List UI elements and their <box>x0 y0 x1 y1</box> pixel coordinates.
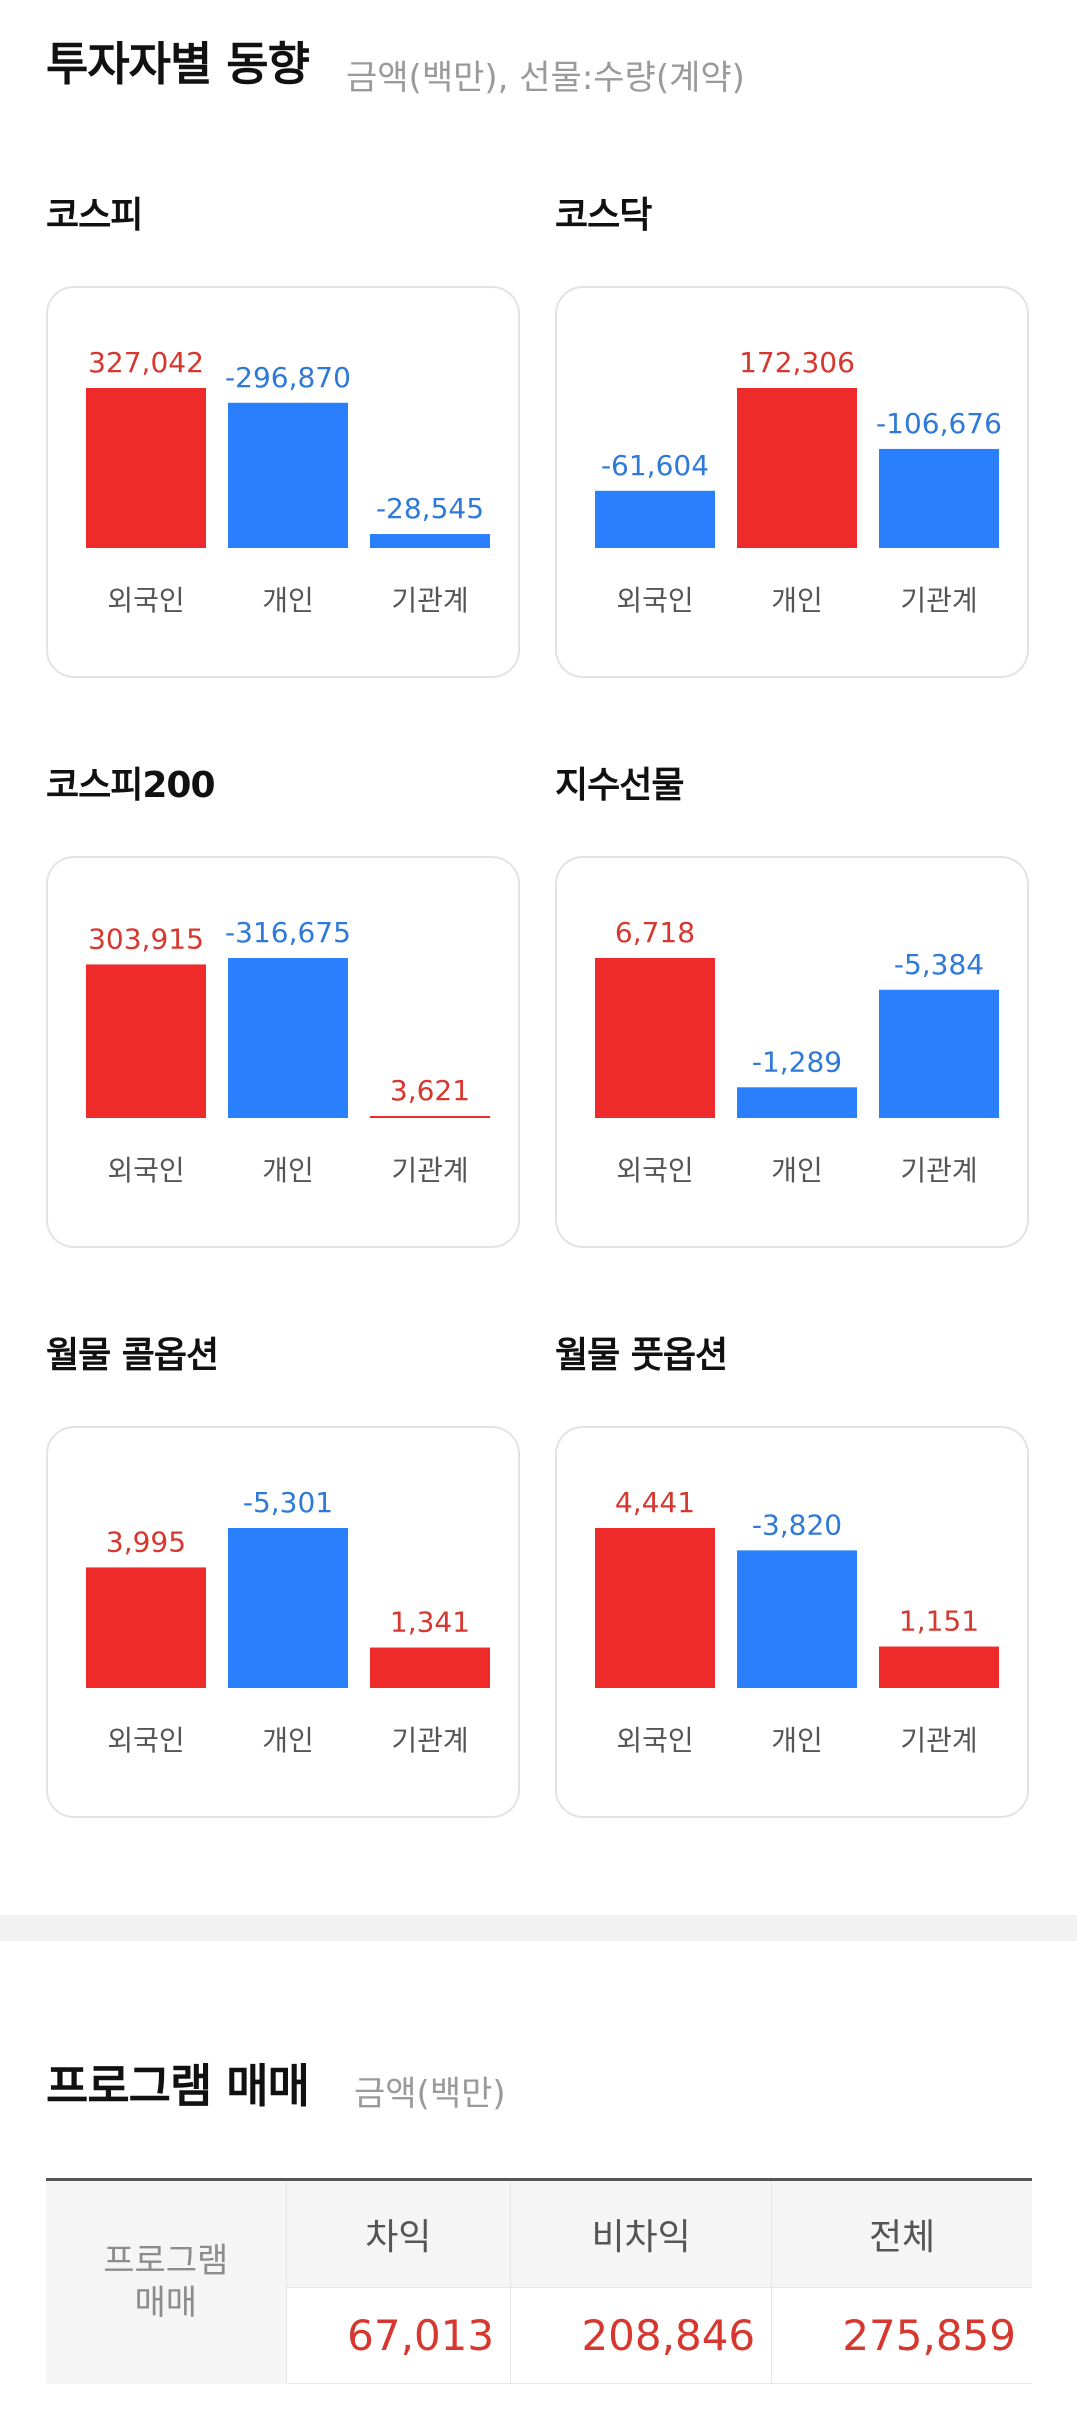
category-label-1: 개인 <box>262 1154 314 1187</box>
investor-section-title: 투자자별 동향 <box>46 37 310 91</box>
bar-0 <box>595 958 715 1118</box>
column-header-non-arbitrage: 비차익 <box>510 2179 773 2288</box>
program-section-subtitle: 금액(백만) <box>354 2074 506 2114</box>
category-label-0: 외국인 <box>616 584 693 617</box>
category-label-2: 기관계 <box>391 1154 468 1187</box>
program-table: 프로그램 매매 차익 비차익 전체 67,013 208,846 275,859 <box>46 2178 1032 2384</box>
category-label-2: 기관계 <box>391 1724 468 1757</box>
value-label-2: 1,151 <box>899 1605 979 1638</box>
bar-2 <box>370 1116 490 1118</box>
category-label-1: 개인 <box>771 584 823 617</box>
category-label-0: 외국인 <box>616 1724 693 1757</box>
chart-index-futures: 6,718 외국인 -1,289 개인 -5,384 기관계 <box>595 916 999 1187</box>
value-label-1: -296,870 <box>225 361 351 394</box>
bar-2 <box>879 989 999 1118</box>
value-label-2: 1,341 <box>390 1606 470 1639</box>
category-label-1: 개인 <box>771 1154 823 1187</box>
bar-2 <box>370 1647 490 1688</box>
category-label-2: 기관계 <box>900 1724 977 1757</box>
chart-kosdaq: -61,604 외국인 172,306 개인 -106,676 기관계 <box>595 346 1002 617</box>
value-arbitrage: 67,013 <box>286 2287 512 2384</box>
bar-0 <box>595 490 715 548</box>
category-label-1: 개인 <box>262 584 314 617</box>
value-label-1: -3,820 <box>752 1508 842 1541</box>
chart-card-put-options[interactable]: 4,441 외국인 -3,820 개인 1,151 기관계 <box>555 1426 1029 1818</box>
column-header-total: 전체 <box>771 2179 1032 2288</box>
bar-1 <box>228 402 348 548</box>
bar-2 <box>879 1646 999 1688</box>
category-label-0: 외국인 <box>107 1724 184 1757</box>
category-label-2: 기관계 <box>900 1154 977 1187</box>
category-label-2: 기관계 <box>391 584 468 617</box>
chart-title-kosdaq: 코스닥 <box>555 195 652 236</box>
chart-title-put-options: 월물 풋옵션 <box>555 1335 728 1376</box>
chart-title-kospi200: 코스피200 <box>46 765 216 806</box>
bar-1 <box>737 1087 857 1118</box>
value-label-2: -28,545 <box>376 492 484 525</box>
value-label-0: 4,441 <box>615 1486 695 1519</box>
value-label-0: 3,995 <box>106 1525 186 1558</box>
chart-call-options: 3,995 외국인 -5,301 개인 1,341 기관계 <box>86 1486 490 1757</box>
bar-2 <box>370 534 490 548</box>
chart-card-call-options[interactable]: 3,995 외국인 -5,301 개인 1,341 기관계 <box>46 1426 520 1818</box>
chart-card-kospi200[interactable]: 303,915 외국인 -316,675 개인 3,621 기관계 <box>46 856 520 1248</box>
bar-1 <box>228 958 348 1118</box>
value-label-0: 303,915 <box>88 922 204 955</box>
chart-card-index-futures[interactable]: 6,718 외국인 -1,289 개인 -5,384 기관계 <box>555 856 1029 1248</box>
category-label-0: 외국인 <box>107 1154 184 1187</box>
bar-2 <box>879 448 999 548</box>
bar-0 <box>86 964 206 1118</box>
value-label-2: -106,676 <box>876 407 1002 440</box>
value-total: 275,859 <box>771 2287 1032 2384</box>
bar-0 <box>86 388 206 548</box>
chart-kospi: 327,042 외국인 -296,870 개인 -28,545 기관계 <box>86 346 490 617</box>
bar-0 <box>86 1567 206 1688</box>
program-row-header-label: 프로그램 매매 <box>103 2241 229 2324</box>
value-label-1: -1,289 <box>752 1045 842 1078</box>
value-label-1: -316,675 <box>225 916 351 949</box>
value-non-arbitrage: 208,846 <box>510 2287 773 2384</box>
value-label-1: -5,301 <box>243 1486 333 1519</box>
value-label-0: 327,042 <box>88 346 204 379</box>
bar-1 <box>737 388 857 548</box>
category-label-0: 외국인 <box>107 584 184 617</box>
chart-title-index-futures: 지수선물 <box>555 765 684 806</box>
section-divider <box>0 1915 1077 1941</box>
value-label-2: -5,384 <box>894 948 984 981</box>
value-label-0: 6,718 <box>615 916 695 949</box>
bar-0 <box>595 1528 715 1688</box>
bar-1 <box>737 1550 857 1688</box>
category-label-0: 외국인 <box>616 1154 693 1187</box>
value-label-2: 3,621 <box>390 1074 470 1107</box>
value-label-1: 172,306 <box>739 346 855 379</box>
column-header-arbitrage: 차익 <box>286 2179 512 2288</box>
chart-title-kospi: 코스피 <box>46 195 143 236</box>
category-label-1: 개인 <box>262 1724 314 1757</box>
value-label-0: -61,604 <box>601 449 709 482</box>
chart-card-kospi[interactable]: 327,042 외국인 -296,870 개인 -28,545 기관계 <box>46 286 520 678</box>
category-label-1: 개인 <box>771 1724 823 1757</box>
chart-put-options: 4,441 외국인 -3,820 개인 1,151 기관계 <box>595 1486 999 1757</box>
investor-section-subtitle: 금액(백만), 선물:수량(계약) <box>346 58 745 98</box>
chart-kospi200: 303,915 외국인 -316,675 개인 3,621 기관계 <box>86 916 490 1187</box>
category-label-2: 기관계 <box>900 584 977 617</box>
bar-1 <box>228 1528 348 1688</box>
program-section-title: 프로그램 매매 <box>46 2059 310 2113</box>
chart-card-kosdaq[interactable]: -61,604 외국인 172,306 개인 -106,676 기관계 <box>555 286 1029 678</box>
program-row-header: 프로그램 매매 <box>46 2179 287 2384</box>
chart-title-call-options: 월물 콜옵션 <box>46 1335 219 1376</box>
